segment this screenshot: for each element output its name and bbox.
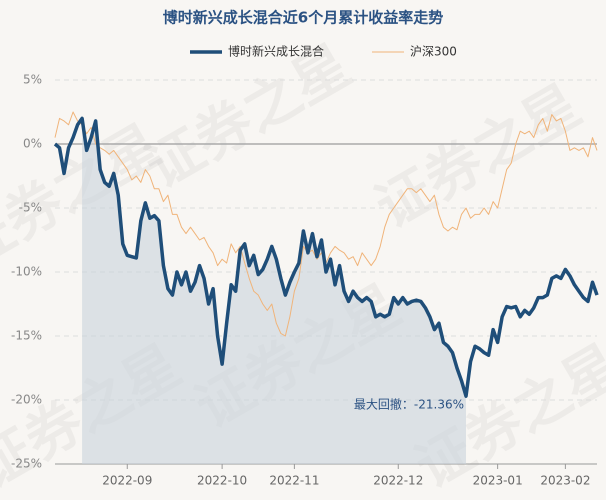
- legend-label: 博时新兴成长混合: [228, 44, 324, 59]
- x-tick-label: 2023-02: [540, 474, 590, 488]
- chart-title: 博时新兴成长混合近6个月累计收益率走势: [163, 9, 443, 27]
- legend-label: 沪深300: [410, 45, 457, 59]
- drawdown-area: [82, 118, 467, 465]
- x-tick-label: 2022-11: [269, 474, 319, 488]
- x-tick-label: 2023-01: [473, 474, 523, 488]
- y-tick-label: -5%: [19, 201, 42, 215]
- x-tick-label: 2022-10: [197, 474, 247, 488]
- series-line: [53, 116, 599, 398]
- y-tick-label: -20%: [11, 393, 42, 407]
- y-tick-label: 5%: [23, 73, 42, 87]
- y-tick-label: 0%: [23, 137, 42, 151]
- y-tick-label: -15%: [11, 329, 42, 343]
- x-tick-label: 2022-09: [102, 474, 152, 488]
- y-tick-label: -10%: [11, 265, 42, 279]
- drawdown-label: 最大回撤：-21.36%: [354, 397, 464, 412]
- x-tick-label: 2022-12: [373, 474, 423, 488]
- y-tick-label: -25%: [11, 457, 42, 471]
